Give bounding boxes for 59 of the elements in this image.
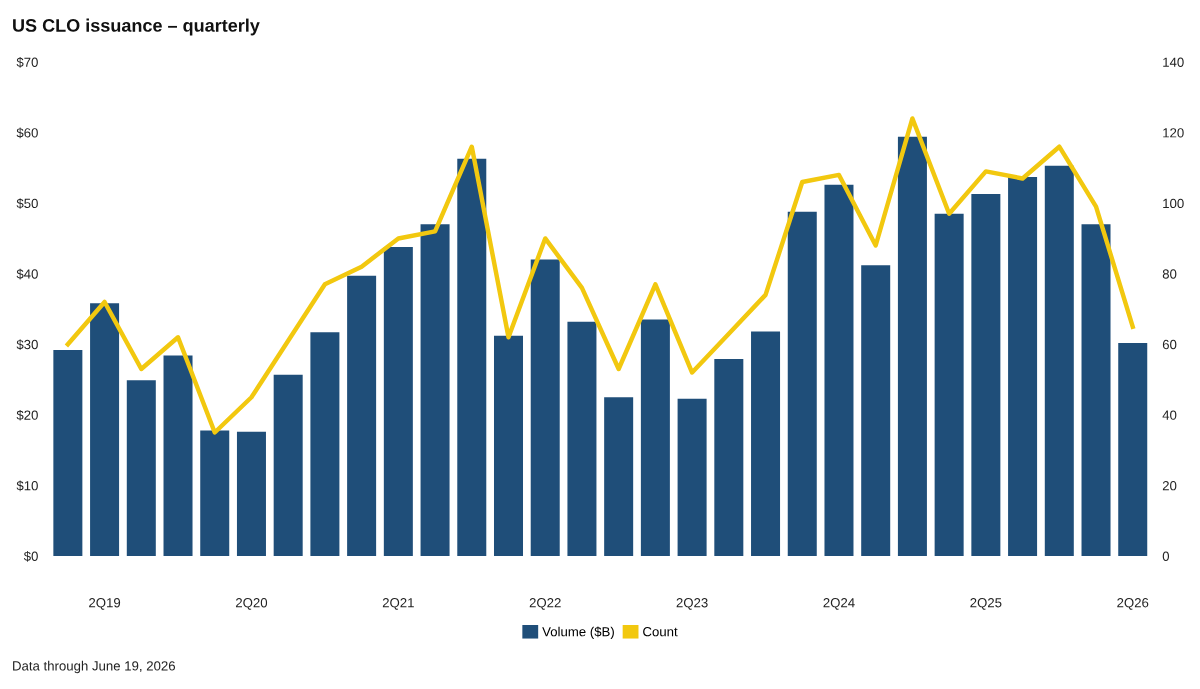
bar <box>934 213 964 557</box>
bar <box>1008 177 1038 557</box>
x-tick-label: 2Q19 <box>89 598 121 610</box>
x-tick-label: 2Q21 <box>382 598 414 610</box>
bar <box>751 331 781 557</box>
y2-tick-label: 120 <box>1163 128 1184 138</box>
line-series <box>65 116 1135 435</box>
x-tick-label: 2Q26 <box>1117 598 1149 610</box>
bar <box>383 246 413 557</box>
y-tick-label: $60 <box>16 127 38 139</box>
bar <box>714 359 744 557</box>
bar <box>530 259 560 557</box>
y2-tick-label: 0 <box>1162 551 1170 561</box>
y-tick-label: $40 <box>16 268 38 280</box>
x-tick-label: 2Q20 <box>235 598 268 610</box>
y2-tick-label: 60 <box>1162 339 1177 350</box>
bar <box>90 303 120 557</box>
bar <box>1081 224 1111 557</box>
y-tick-label: $20 <box>16 409 38 421</box>
bar <box>273 374 303 557</box>
y-tick-label: $50 <box>16 198 38 209</box>
y-tick-label: $0 <box>23 551 38 562</box>
y2-tick-label: 40 <box>1162 410 1177 420</box>
bar <box>126 380 156 557</box>
bar <box>971 193 1001 557</box>
y2-tick-label: 100 <box>1163 198 1184 209</box>
y-tick-label: $70 <box>16 57 38 68</box>
bar <box>494 335 523 557</box>
bar <box>457 158 487 557</box>
bar <box>640 319 670 557</box>
y2-tick-label: 80 <box>1162 269 1177 279</box>
bar <box>897 136 927 557</box>
y-tick-label: $30 <box>16 339 38 350</box>
x-tick-label: 2Q23 <box>676 598 708 610</box>
chart-title: US CLO issuance – quarterly <box>13 18 260 36</box>
bar <box>861 265 891 557</box>
bar <box>420 224 450 557</box>
bar <box>200 430 230 557</box>
bar <box>1044 165 1074 557</box>
y-tick-label: $10 <box>16 480 38 492</box>
bar <box>787 211 817 557</box>
x-tick-label: 2Q24 <box>823 598 855 610</box>
legend-label: Volume ($B) <box>542 626 614 639</box>
y2-tick-label: 140 <box>1163 57 1184 67</box>
x-tick-label: 2Q22 <box>529 598 561 610</box>
bar <box>677 398 707 557</box>
bar <box>347 275 377 557</box>
bar <box>53 349 83 557</box>
bar <box>567 321 597 557</box>
x-tick-label: 2Q25 <box>970 598 1002 610</box>
bar <box>310 332 340 557</box>
bar <box>163 355 193 557</box>
bar <box>1118 342 1148 557</box>
bar <box>236 431 266 557</box>
text: Data through June 19, 2026 <box>13 660 176 674</box>
legend-label: Count <box>643 627 678 637</box>
bar <box>824 184 854 557</box>
y2-tick-label: 20 <box>1162 481 1177 491</box>
bar <box>604 397 634 557</box>
